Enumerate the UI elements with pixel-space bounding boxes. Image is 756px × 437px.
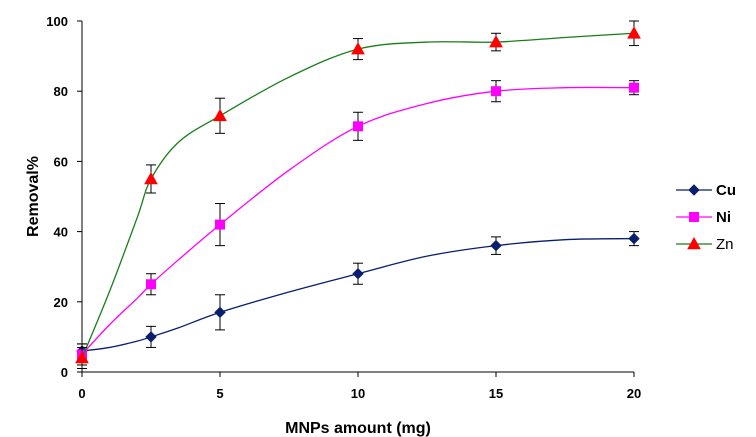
series-layer: [75, 20, 641, 369]
ni-point: [215, 219, 225, 230]
y-tick-label: 80: [54, 84, 68, 99]
legend-label-cu: Cu: [716, 182, 736, 199]
y-ticks: 0 20 40 60 80 100: [46, 14, 82, 380]
x-tick-label: 0: [78, 386, 85, 401]
legend-label-ni: Ni: [716, 209, 731, 226]
zn-point: [489, 35, 503, 48]
zn-point: [213, 108, 227, 122]
ni-point: [353, 121, 363, 132]
cu-point: [628, 232, 640, 245]
x-tick-label: 15: [489, 386, 503, 401]
ni-point: [146, 279, 156, 290]
series-cu: [76, 231, 640, 359]
ni-line: [81, 86, 635, 355]
y-tick-label: 60: [54, 154, 68, 169]
zn-point: [351, 42, 365, 55]
zn-point: [75, 350, 89, 364]
legend-label-zn: Zn: [716, 236, 734, 253]
cu-point: [352, 268, 364, 280]
legend-item-zn: Zn: [676, 236, 734, 253]
x-axis-title: MNPs amount (mg): [285, 420, 431, 437]
cu-point: [490, 239, 502, 252]
x-ticks: 0 5 10 15 20: [78, 372, 641, 401]
legend-item-ni: Ni: [676, 209, 731, 226]
y-tick-label: 20: [54, 295, 68, 310]
x-tick-label: 20: [627, 386, 641, 401]
series-zn: [75, 20, 641, 369]
legend: Cu Ni Zn: [676, 182, 736, 253]
y-tick-label: 0: [61, 365, 68, 380]
axes: 0 5 10 15 20 0 20 40 60 80 100: [46, 14, 641, 401]
ni-point: [491, 86, 501, 97]
cu-point: [145, 331, 157, 343]
legend-swatch-marker: [689, 212, 699, 222]
zn-point: [627, 26, 641, 39]
y-axis-title: Removal%: [25, 156, 42, 237]
legend-swatch-marker: [687, 236, 701, 250]
legend-item-cu: Cu: [676, 182, 736, 199]
series-ni: [77, 80, 639, 366]
cu-point: [214, 306, 226, 319]
x-tick-label: 10: [351, 386, 365, 401]
zn-point: [144, 171, 158, 185]
x-tick-label: 5: [216, 386, 223, 401]
y-tick-label: 40: [54, 225, 68, 240]
ni-point: [629, 82, 639, 93]
cu-line: [81, 237, 635, 352]
legend-swatch-marker: [688, 184, 700, 196]
zn-line: [81, 32, 635, 359]
y-tick-label: 100: [46, 14, 68, 29]
